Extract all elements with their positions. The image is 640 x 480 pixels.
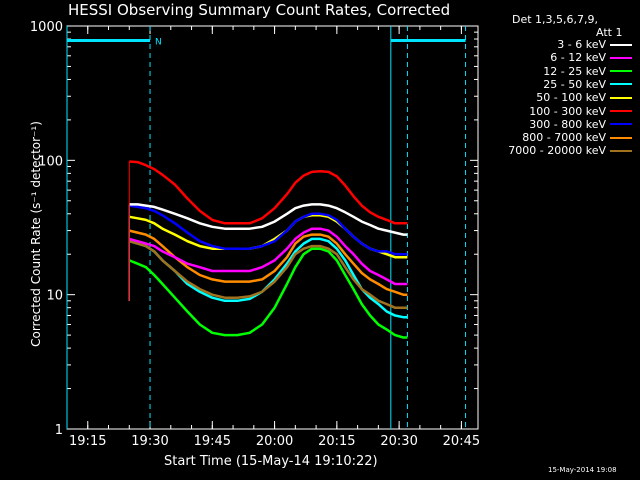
x-tick-label: 20:15: [318, 434, 355, 449]
series-line-6-12-keV: [128, 227, 408, 286]
legend-label: 50 - 100 keV: [536, 91, 606, 105]
attenuator-markers: N: [66, 26, 467, 429]
legend-swatch: [610, 83, 632, 86]
series-line-3-6-keV: [129, 203, 408, 236]
y-tick-label: 10: [46, 289, 63, 304]
x-tick-label: 20:45: [443, 434, 480, 449]
x-tick-label: 20:30: [380, 434, 417, 449]
x-tick-label: 20:00: [256, 434, 293, 449]
plot-frame: [66, 25, 479, 430]
legend-item: 100 - 300 keV: [529, 105, 632, 118]
legend-item: 50 - 100 keV: [536, 91, 632, 104]
legend-header-attenuator: Att 1: [596, 26, 623, 39]
x-axis-label: Start Time (15-May-14 19:10:22): [164, 454, 378, 469]
axis-ticks: 19:15 19:30 19:45 20:00 20:15 20:30 20:45 1 10 10…: [30, 20, 480, 449]
series-line-7000-20000-keV: [128, 239, 408, 309]
legend-swatch: [610, 56, 632, 59]
legend-item: 300 - 800 keV: [529, 118, 632, 131]
series-line-25-50-keV: [128, 237, 408, 319]
legend-item: 3 - 6 keV: [557, 38, 632, 51]
y-tick-label: 1: [55, 423, 63, 438]
y-axis-label: Corrected Count Rate (s⁻¹ detector⁻¹): [29, 121, 43, 347]
legend-label: 300 - 800 keV: [529, 117, 606, 131]
legend-swatch: [610, 96, 632, 99]
annotation-label: N: [155, 37, 162, 47]
legend-item: 25 - 50 keV: [543, 78, 632, 91]
legend-item: 12 - 25 keV: [543, 65, 632, 78]
legend-swatch: [610, 123, 632, 126]
legend-label: 7000 - 20000 keV: [508, 144, 606, 158]
legend-header-detectors: Det 1,3,5,6,7,9,: [512, 13, 599, 26]
x-tick-label: 19:15: [69, 434, 106, 449]
legend-item: 800 - 7000 keV: [522, 131, 632, 144]
x-tick-label: 19:45: [194, 434, 231, 449]
legend-label: 100 - 300 keV: [529, 104, 606, 118]
legend-label: 12 - 25 keV: [543, 64, 606, 78]
legend-swatch: [610, 110, 632, 112]
chart-title: HESSI Observing Summary Count Rates, Cor…: [68, 1, 451, 19]
legend-item: 6 - 12 keV: [550, 51, 632, 64]
legend-item: 7000 - 20000 keV: [508, 144, 632, 157]
series-line-12-25-keV: [128, 247, 408, 339]
legend-swatch: [610, 43, 632, 46]
legend-label: 6 - 12 keV: [550, 51, 606, 65]
x-tick-label: 19:30: [131, 434, 168, 449]
legend-label: 25 - 50 keV: [543, 77, 606, 91]
legend-label: 3 - 6 keV: [557, 38, 606, 51]
legend-label: 800 - 7000 keV: [522, 131, 606, 145]
legend-swatch: [610, 149, 632, 152]
timestamp: 15-May-2014 19:08: [548, 466, 617, 474]
legend-swatch: [610, 70, 632, 73]
series-line-100-300-keV: [129, 160, 408, 225]
legend-swatch: [610, 136, 632, 139]
y-tick-label: 100: [38, 154, 63, 169]
series-lines: [128, 160, 408, 339]
y-tick-label: 1000: [30, 20, 63, 35]
series-line-300-800-keV: [129, 204, 408, 256]
